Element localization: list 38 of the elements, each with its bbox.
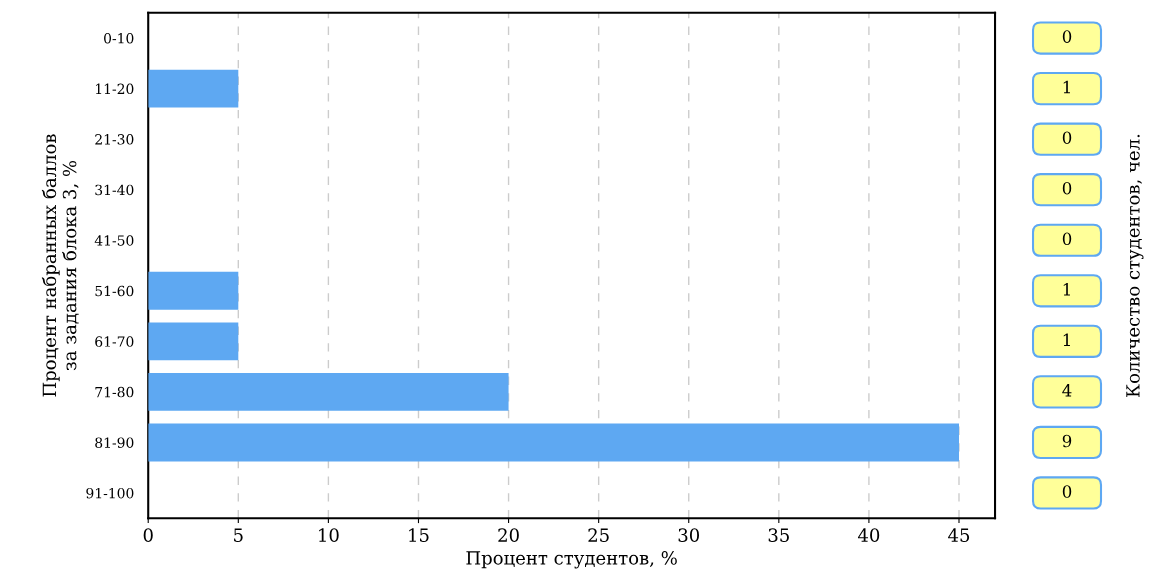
y-tick-label: 41-50 bbox=[94, 235, 134, 246]
x-tick-label: 30 bbox=[678, 528, 700, 542]
y-tick-label: 71-80 bbox=[95, 386, 134, 398]
x-tick-label: 40 bbox=[857, 528, 880, 542]
bar bbox=[148, 322, 239, 361]
x-tick-label: 15 bbox=[409, 528, 429, 542]
text: 1 bbox=[1063, 333, 1070, 346]
x-tick-label: 0 bbox=[143, 528, 153, 542]
y-tick-label: 91-100 bbox=[86, 487, 134, 499]
bar bbox=[148, 372, 509, 411]
text: 4 bbox=[1062, 384, 1072, 397]
x-axis-title: Процент студентов, % bbox=[466, 551, 677, 569]
y-tick-label: 31-40 bbox=[95, 184, 134, 196]
bar bbox=[148, 271, 239, 310]
x-tick-label: 5 bbox=[234, 528, 243, 542]
x-tick-label: 10 bbox=[319, 528, 339, 542]
text: 1 bbox=[1063, 283, 1070, 296]
text: Количество студентов, чел. bbox=[1126, 134, 1144, 397]
text: 0 bbox=[1062, 30, 1072, 43]
text: 0 bbox=[1062, 485, 1072, 498]
bar bbox=[148, 69, 239, 108]
text: 0 bbox=[1062, 131, 1072, 144]
text: 1 bbox=[1063, 80, 1070, 94]
y-tick-label: 61-70 bbox=[95, 336, 134, 347]
y-tick-label: 0-10 bbox=[104, 33, 134, 44]
x-tick-label: 35 bbox=[768, 528, 789, 542]
x-tick-label: 25 bbox=[588, 528, 609, 542]
y-axis-title: Процент набранных баллов за задания блока 3, % bbox=[41, 134, 79, 397]
text: 9 bbox=[1062, 434, 1072, 448]
x-tick-label: 45 bbox=[948, 528, 970, 542]
y-tick-label: 51-60 bbox=[95, 285, 134, 297]
x-tick-label: 20 bbox=[498, 528, 519, 542]
text: 0 bbox=[1062, 232, 1072, 246]
bar bbox=[148, 423, 959, 462]
text: 0 bbox=[1062, 181, 1072, 195]
y-tick-label: 21-30 bbox=[95, 134, 134, 145]
y-tick-label: 11-20 bbox=[95, 83, 134, 95]
y-tick-label: 81-90 bbox=[95, 437, 134, 448]
